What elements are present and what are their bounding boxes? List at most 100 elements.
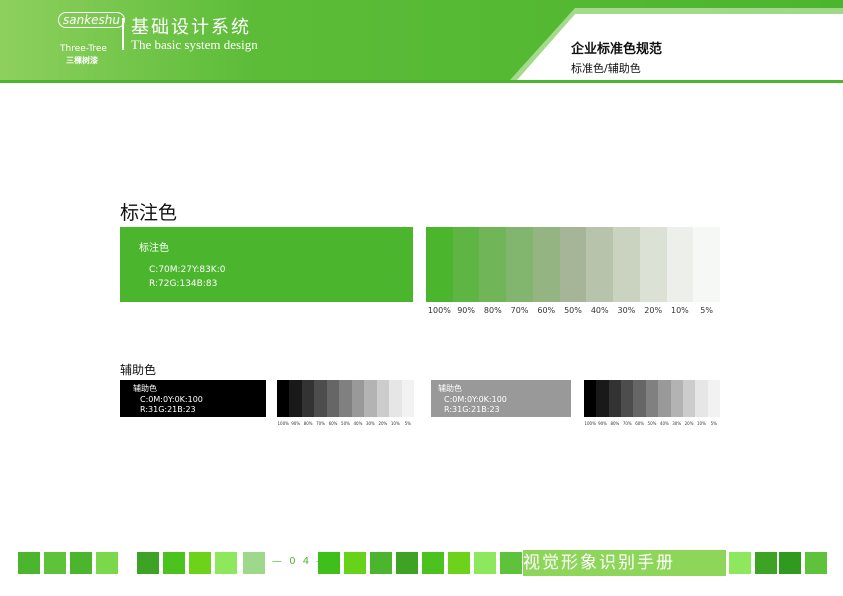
footer-square — [189, 552, 211, 574]
tint-label: 20% — [684, 421, 694, 426]
tint-label: 70% — [316, 421, 326, 426]
tint-cell — [506, 227, 534, 302]
footer-square — [318, 552, 340, 574]
tint-cell — [695, 380, 709, 417]
footer-square — [44, 552, 66, 574]
card-name: 辅助色 — [133, 384, 157, 393]
tint-label: 10% — [697, 421, 706, 426]
tint-label: 20% — [644, 306, 663, 315]
tint-label: 60% — [537, 306, 556, 315]
tint-cell — [376, 380, 390, 417]
tint-label: 30% — [365, 421, 375, 426]
tint-label: 50% — [647, 421, 657, 426]
footer-square — [243, 552, 265, 574]
tint-cell — [682, 380, 696, 417]
tint-label: 60% — [328, 421, 338, 426]
tint-label: 70% — [510, 306, 529, 315]
footer-square — [729, 552, 751, 574]
footer-square — [137, 552, 159, 574]
tint-cell — [532, 227, 561, 302]
tint-cell — [479, 227, 507, 302]
card-cmyk: C:0M:0Y:0K:100 — [140, 395, 203, 404]
tint-cell — [633, 380, 647, 417]
card-rgb: R:31G:21B:23 — [140, 405, 196, 414]
footer-square — [396, 552, 418, 574]
tint-cell — [645, 380, 659, 417]
tint-cell — [314, 380, 328, 417]
color-card: 辅助色 C:0M:0Y:0K:100 R:31G:21B:23 — [431, 380, 571, 417]
tint-label: 20% — [378, 421, 388, 426]
tint-cell — [301, 380, 315, 417]
footer-square — [18, 552, 40, 574]
tint-cell — [277, 380, 290, 417]
tint-cell — [401, 380, 415, 417]
section-subtitle: 标准色/辅助色 — [571, 62, 641, 75]
tint-label: 100% — [584, 421, 596, 426]
card-rgb: R:31G:21B:23 — [444, 405, 500, 414]
tint-label: 5% — [404, 421, 411, 426]
tint-label: 90% — [291, 421, 301, 426]
footer-square — [805, 552, 827, 574]
tint-label: 100% — [427, 306, 451, 315]
footer-square — [215, 552, 237, 574]
tint-cell — [326, 380, 340, 417]
footer-square — [448, 552, 470, 574]
page-num: 0 4 — [289, 556, 312, 567]
tint-label: 30% — [672, 421, 682, 426]
footer-square — [163, 552, 185, 574]
card-name: 辅助色 — [438, 384, 462, 393]
title: 基础设计系统 — [131, 17, 251, 38]
tint-label: 40% — [659, 421, 669, 426]
tint-cell — [452, 227, 480, 302]
tint-label: 100% — [277, 421, 289, 426]
tint-label: 5% — [710, 421, 717, 426]
tint-cell — [289, 380, 303, 417]
tint-cell — [658, 380, 672, 417]
tint-cell — [389, 380, 403, 417]
subtitle: The basic system design — [131, 37, 258, 52]
card-name: 标注色 — [139, 243, 169, 254]
footer-square — [344, 552, 366, 574]
footer-square — [96, 552, 118, 574]
footer-square — [422, 552, 444, 574]
header-shape — [0, 8, 843, 83]
divider — [122, 18, 124, 50]
footer-square — [370, 552, 392, 574]
tint-cell — [584, 380, 597, 417]
tint-cell — [670, 380, 684, 417]
tint-label: 80% — [483, 306, 502, 315]
logo-cn: 三棵树漆 — [66, 56, 98, 65]
tint-label: 80% — [303, 421, 313, 426]
card-cmyk: C:70M:27Y:83K:0 — [149, 265, 226, 275]
tint-label: 90% — [598, 421, 607, 426]
footer-square — [474, 552, 496, 574]
tint-label: 90% — [457, 306, 475, 315]
tint-cell — [559, 227, 587, 302]
tint-label: 10% — [671, 306, 689, 315]
card-cmyk: C:0M:0Y:0K:100 — [444, 395, 507, 404]
section-title: 企业标准色规范 — [571, 42, 663, 57]
tint-cell — [613, 227, 641, 302]
tint-label: 60% — [635, 421, 645, 426]
tint-cell — [608, 380, 622, 417]
tint-label: 10% — [390, 421, 400, 426]
heading: 辅助色 — [120, 363, 157, 377]
logo-en: Three-Tree — [60, 44, 107, 54]
tint-label: 70% — [622, 421, 632, 426]
tint-label: 80% — [610, 421, 620, 426]
tint-cell — [596, 380, 610, 417]
heading: 标注色 — [120, 202, 178, 224]
color-card: 标注色 C:70M:27Y:83K:0 R:72G:134B:83 — [120, 227, 413, 302]
tint-label: 30% — [617, 306, 636, 315]
tint-cell — [351, 380, 365, 417]
footer-square — [755, 552, 777, 574]
footer-square — [779, 552, 801, 574]
logo-name: sankeshu — [58, 12, 126, 28]
tint-cell — [639, 227, 668, 302]
tint-label: 50% — [341, 421, 350, 426]
tint-cell — [693, 227, 721, 302]
card-rgb: R:72G:134B:83 — [149, 279, 218, 289]
tint-cell — [586, 227, 614, 302]
tint-label: 40% — [590, 306, 609, 315]
